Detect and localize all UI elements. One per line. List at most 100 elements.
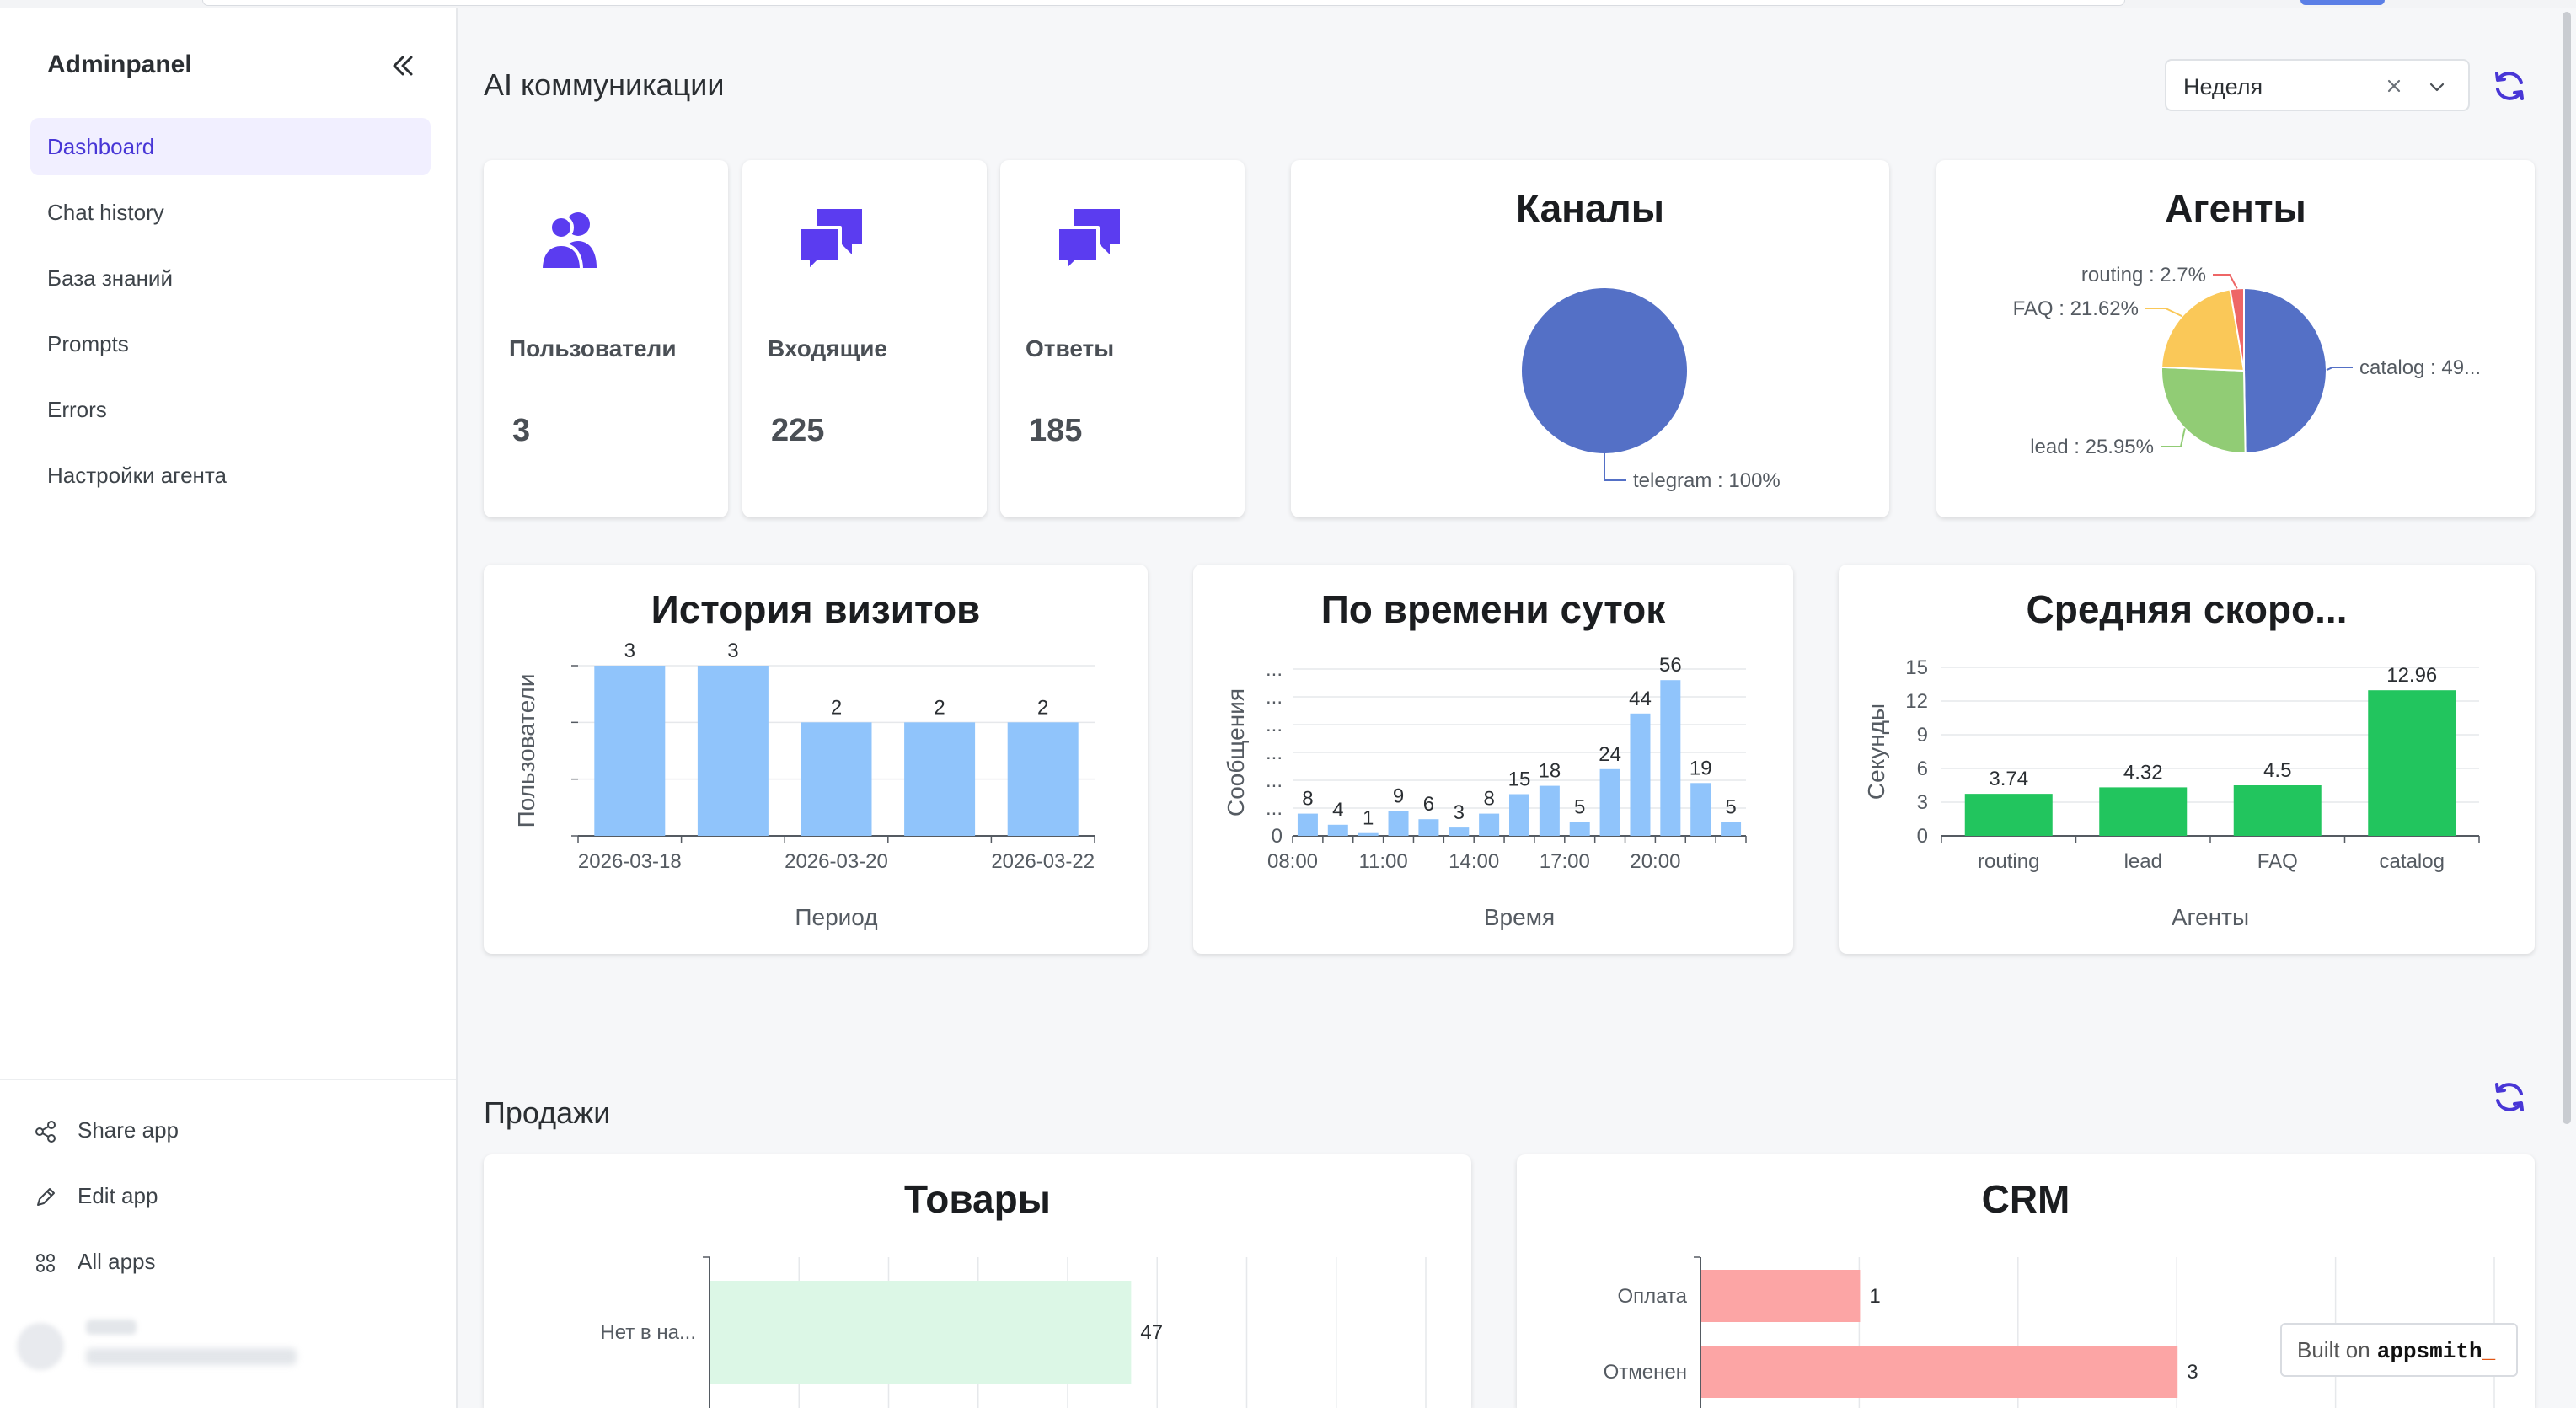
y-tick-label: ... [1266,769,1283,792]
channels-pie-chart: telegram : 100% [1522,288,1781,492]
x-tick-label: routing [1978,850,2039,873]
bar-value-label: 18 [1539,760,1561,783]
channels-chart-card: Каналы telegram : 100% [1291,160,1889,517]
sales-section-title: Продажи [484,1095,611,1130]
chevron-down-icon[interactable] [2428,78,2446,96]
pie-slice [2229,286,2245,372]
bar-value-label: 15 [1508,768,1531,791]
visits-chart-card: История визитов 3 2026-03-18 3 2 2026-03-20 2… [484,565,1148,954]
stat-value: 225 [771,413,825,448]
sidebar-item-agent-settings[interactable]: Настройки агента [47,463,227,488]
y-tick-label: 6 [1917,758,1928,780]
chat-bubbles-icon [1056,209,1120,273]
bar [904,722,976,836]
built-on-appsmith-badge[interactable]: Built on appsmith_ [2280,1323,2518,1377]
bar-value-label: 3.74 [1989,768,2028,790]
bar-value-label: 8 [1483,788,1494,811]
y-axis-title: Секунды [1863,704,1889,800]
all-apps-label: All apps [78,1249,156,1274]
bar [1701,1270,1861,1322]
bar [1297,813,1318,836]
collapse-sidebar-icon[interactable] [384,47,421,84]
pencil-icon [37,1188,55,1207]
x-tick-label: 14:00 [1449,850,1499,873]
y-axis-title: Пользователи [513,674,539,828]
x-axis-title: Период [795,904,877,930]
x-tick-label: lead [2124,850,2162,873]
bar-value-label: 3 [1454,801,1465,824]
period-select[interactable]: Неделя [2165,59,2470,111]
x-tick-label: catalog [2380,850,2445,873]
pie-leader-line [2161,428,2186,447]
x-tick-label: 20:00 [1630,850,1680,873]
built-on-label: Built on [2297,1337,2370,1362]
bar [2099,787,2188,836]
y-tick-label: Нет в на... [600,1321,696,1344]
stat-card-users: Пользователи 3 [484,160,728,517]
sidebar-item-dashboard[interactable]: Dashboard [30,118,431,175]
bar-value-label: 2 [831,696,842,719]
x-tick-label: 17:00 [1540,850,1590,873]
y-tick-label: 0 [1917,825,1928,848]
x-axis-title: Агенты [2172,904,2249,930]
bar-value-label: 1 [1869,1285,1880,1308]
stat-value: 3 [512,413,531,448]
bar-value-label: 8 [1302,788,1313,811]
bar-value-label: 4 [1332,799,1343,822]
bar [710,1281,1132,1384]
app-title: Adminpanel [47,51,192,78]
bar [801,722,872,836]
bar-value-label: 5 [1725,796,1736,819]
y-tick-label: 9 [1917,724,1928,747]
bar-value-label: 6 [1423,793,1434,816]
share-app-button[interactable]: Share app [34,1109,179,1151]
clear-icon[interactable] [2386,78,2402,94]
stat-card-replies: Ответы 185 [1000,160,1245,517]
sidebar-item-chat-history[interactable]: Chat history [47,200,164,225]
avg-speed-bar-chart: 0 3 6 9 12 15 3.74 routing 4.32 lead 4.5 FAQ 12.96 ca… [1863,656,2480,930]
user-profile[interactable] [10,1311,297,1379]
chart-title: По времени суток [1320,587,1666,631]
sidebar-item-knowledge-base[interactable]: База знаний [47,265,173,291]
bar [1599,768,1620,836]
bar-value-label: 2 [934,696,945,719]
x-tick-label: FAQ [2257,850,2298,873]
y-tick-label: 15 [1905,656,1928,679]
address-bar[interactable] [202,0,2125,6]
chart-title: Товары [904,1177,1051,1221]
all-apps-button[interactable]: All apps [34,1240,156,1282]
agents-pie-chart: catalog : 49... lead : 25.95% FAQ : 21.62%… [2013,264,2482,458]
bar [2368,690,2456,836]
bar-value-label: 44 [1629,688,1652,710]
page-scrollbar[interactable] [2563,12,2571,1124]
refresh-icon[interactable] [2489,66,2530,106]
bar [1479,813,1500,836]
pie-slice-label: telegram : 100% [1633,469,1781,492]
users-icon [538,212,597,271]
bar-value-label: 19 [1690,757,1712,779]
sidebar-item-prompts[interactable]: Prompts [47,331,129,356]
chart-title: Агенты [2165,186,2306,230]
sales-refresh-icon[interactable] [2489,1077,2530,1117]
edit-app-button[interactable]: Edit app [34,1175,158,1217]
sidebar-item-errors[interactable]: Errors [47,397,107,422]
pie-slice [1522,288,1687,453]
y-tick-label: Отменен [1604,1361,1687,1384]
bar-value-label: 12.96 [2386,664,2437,687]
y-tick-label: Оплата [1617,1285,1687,1308]
pie-slice-label: catalog : 49... [2359,356,2481,379]
x-tick-label: 08:00 [1267,850,1318,873]
bar [1721,822,1742,836]
share-icon [35,1121,56,1143]
pie-leader-line [2145,308,2182,318]
browser-action-button[interactable] [2300,0,2385,5]
bar [1569,822,1590,836]
y-axis-title: Сообщения [1223,688,1249,816]
stat-label: Пользователи [509,335,677,361]
period-select-value: Неделя [2183,74,2263,99]
x-axis-title: Время [1484,904,1555,930]
bar [1418,819,1439,836]
user-name-blurred [86,1320,137,1335]
x-tick-label: 2026-03-18 [578,850,682,873]
